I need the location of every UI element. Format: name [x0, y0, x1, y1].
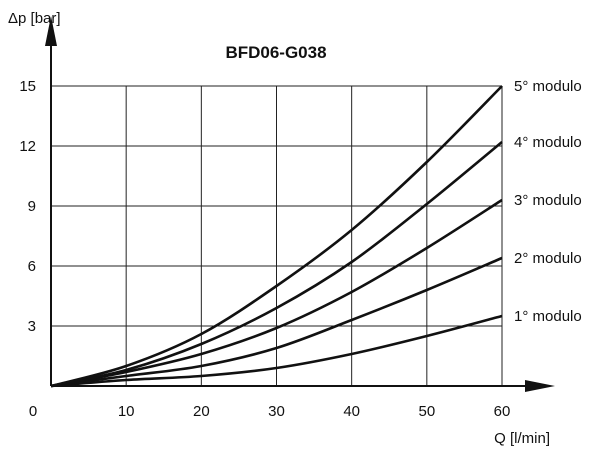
x-axis-arrow: [525, 380, 555, 392]
series-line-2: [50, 256, 503, 388]
x-tick-label-20: 20: [193, 403, 210, 420]
x-tick-label-10: 10: [118, 403, 135, 420]
origin-label: 0: [29, 403, 37, 420]
y-tick-label-9: 9: [28, 198, 36, 215]
chart-title: BFD06-G038: [225, 43, 326, 62]
labels: 1° modulo 2° modulo 3° modulo 4° modulo 5° m…: [8, 10, 582, 447]
series-label-2: 2° modulo: [514, 250, 582, 267]
y-axis-arrow: [45, 16, 57, 46]
x-tick-label-30: 30: [268, 403, 285, 420]
x-tick-label-60: 60: [494, 403, 511, 420]
x-tick-label-50: 50: [418, 403, 435, 420]
series-line-4: [50, 140, 503, 388]
x-tick-label-40: 40: [343, 403, 360, 420]
series-line-1: [50, 314, 503, 388]
y-tick-label-6: 6: [28, 258, 36, 275]
series-label-4: 4° modulo: [514, 134, 582, 151]
axes: [45, 16, 555, 392]
grid: [51, 85, 503, 386]
y-tick-label-15: 15: [19, 78, 36, 95]
x-axis-label: Q [l/min]: [494, 430, 550, 447]
series-label-3: 3° modulo: [514, 192, 582, 209]
y-tick-label-3: 3: [28, 318, 36, 335]
series-label-5: 5° modulo: [514, 78, 582, 95]
series-line-5: [50, 85, 503, 388]
y-tick-label-12: 12: [19, 138, 36, 155]
y-axis-label: Δp [bar]: [8, 10, 61, 27]
series-label-1: 1° modulo: [514, 308, 582, 325]
series-line-3: [50, 198, 503, 388]
series-lines: [50, 85, 503, 388]
